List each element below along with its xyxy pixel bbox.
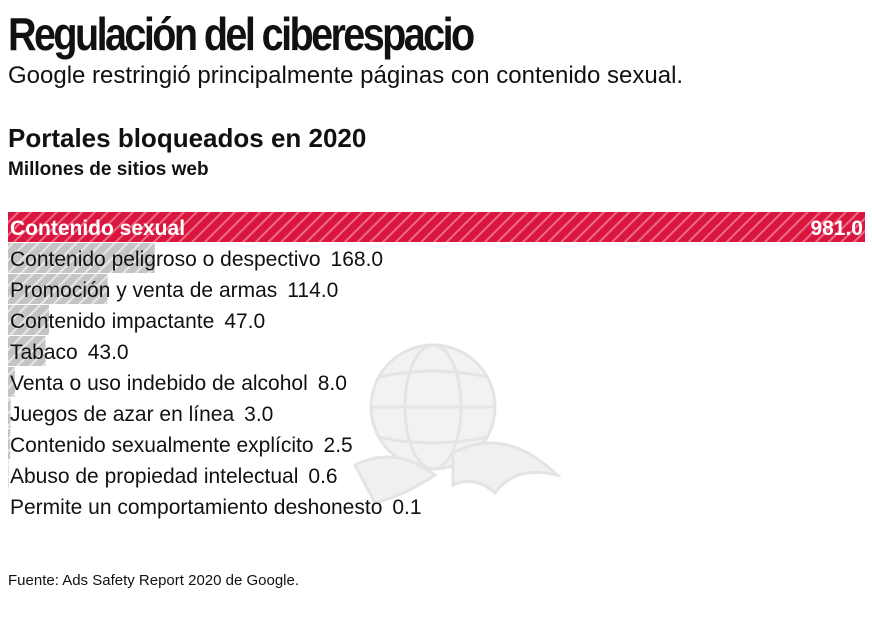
value-label-5: 8.0 xyxy=(318,372,347,395)
bar-4 xyxy=(8,336,46,366)
category-label-9: Permite un comportamiento deshonesto xyxy=(10,496,382,519)
page-title: Regulación del ciberespacio xyxy=(8,8,475,60)
category-label-3: Contenido impactante xyxy=(10,310,214,333)
category-label-0: Contenido sexual xyxy=(10,217,185,240)
chart-title: Portales bloqueados en 2020 xyxy=(8,123,367,153)
bar-6 xyxy=(8,398,11,428)
category-label-8: Abuso de propiedad intelectual xyxy=(10,465,298,488)
chart-subtitle: Millones de sitios web xyxy=(8,159,209,180)
category-label-2: Promoción y venta de armas xyxy=(10,279,277,302)
value-label-7: 2.5 xyxy=(324,434,353,457)
value-label-9: 0.1 xyxy=(392,496,421,519)
page-subtitle: Google restringió principalmente páginas… xyxy=(8,62,684,89)
bar-8 xyxy=(8,460,9,490)
category-label-1: Contenido peligroso o despectivo xyxy=(10,248,321,271)
bar-1 xyxy=(8,243,155,273)
value-label-6: 3.0 xyxy=(244,403,273,426)
bar-chart: Contenido sexual 981.0 Contenido peligroso… xyxy=(8,212,865,521)
value-label-2: 114.0 xyxy=(287,279,338,302)
value-label-8: 0.6 xyxy=(308,465,337,488)
source-note: Fuente: Ads Safety Report 2020 de Google… xyxy=(8,572,300,589)
value-label-4: 43.0 xyxy=(88,341,129,364)
category-label-5: Venta o uso indebido de alcohol xyxy=(10,372,308,395)
value-label-1: 168.0 xyxy=(331,248,384,271)
bar-2 xyxy=(8,274,108,304)
category-label-4: Tabaco xyxy=(10,341,78,364)
category-label-7: Contenido sexualmente explícito xyxy=(10,434,314,457)
bar-7 xyxy=(8,429,11,459)
value-label-0: 981.0 xyxy=(810,217,863,240)
bar-0 xyxy=(8,212,865,242)
category-label-6: Juegos de azar en línea xyxy=(10,403,234,426)
value-label-3: 47.0 xyxy=(224,310,265,333)
eagle-globe-watermark-icon xyxy=(352,343,563,505)
bar-5 xyxy=(8,367,15,397)
bar-3 xyxy=(8,305,50,335)
